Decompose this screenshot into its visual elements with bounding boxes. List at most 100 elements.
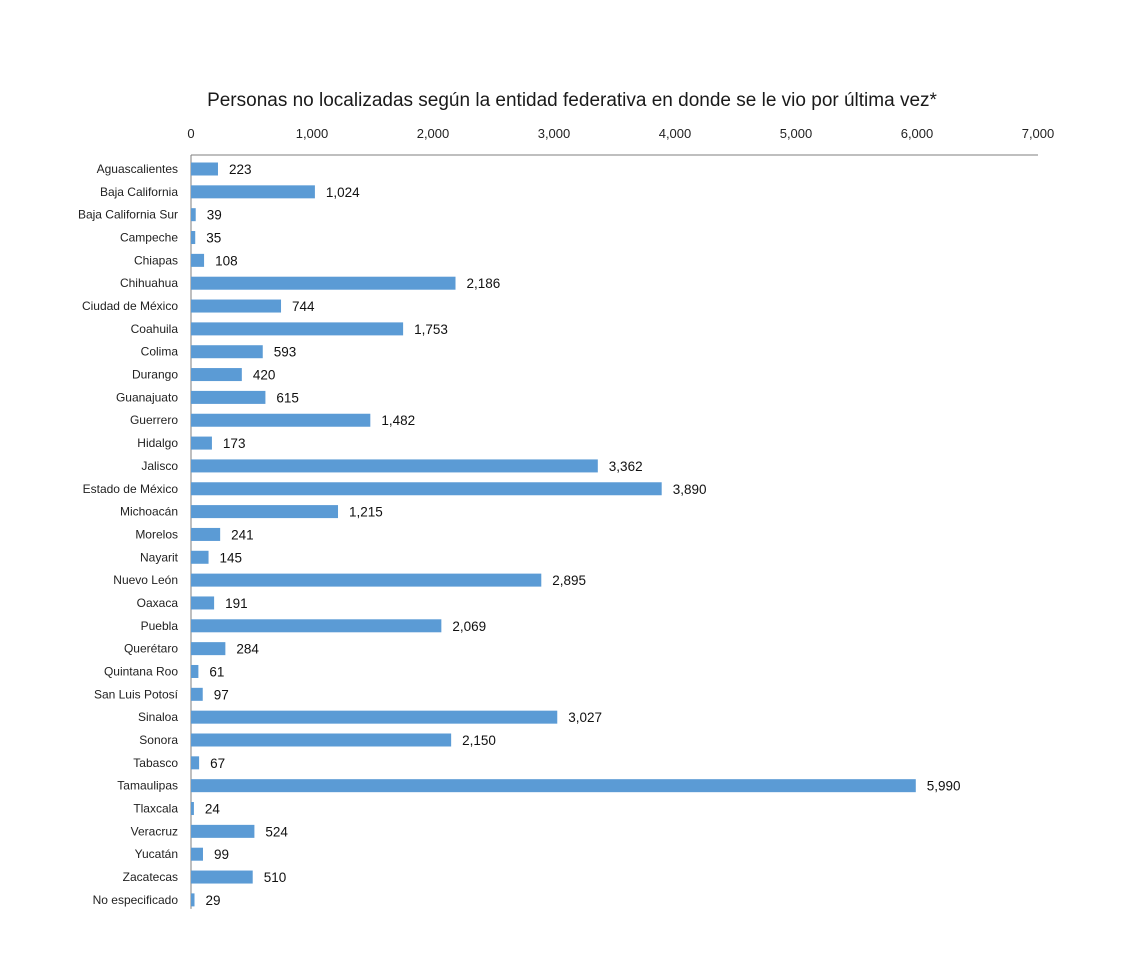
data-label: 2,186 [467,276,501,291]
data-label: 284 [236,642,259,657]
bar [191,505,339,519]
data-label: 39 [207,208,222,223]
data-label: 1,482 [381,413,415,428]
data-label: 97 [214,687,229,702]
bar [191,824,255,838]
bar [191,436,212,450]
category-label: Nuevo León [113,573,178,587]
x-tick-label: 5,000 [780,126,813,141]
bar [191,459,598,473]
category-label: Chiapas [134,253,178,267]
category-label: Ciudad de México [82,299,178,313]
category-label: Baja California [100,185,178,199]
x-tick-label: 1,000 [296,126,329,141]
data-label: 108 [215,253,238,268]
data-label: 593 [274,345,297,360]
bar [191,733,452,747]
bar [191,527,221,541]
category-label: Tabasco [133,756,178,770]
category-label: Zacatecas [123,870,178,884]
bar [191,162,218,176]
category-label: Estado de México [83,482,179,496]
bar [191,299,282,313]
data-label: 145 [220,550,243,565]
bar [191,345,263,359]
bar [191,368,242,382]
bar [191,208,196,222]
category-label: Jalisco [141,459,178,473]
category-label: Michoacán [120,505,178,519]
bar [191,802,194,816]
data-label: 67 [210,756,225,771]
data-label: 1,215 [349,505,383,520]
bar [191,664,199,678]
bar [191,779,916,793]
category-label: No especificado [93,893,179,907]
bar [191,185,315,199]
bar [191,573,542,587]
category-labels: Aguascalientes Baja California Baja Califo… [78,162,179,907]
data-label: 5,990 [927,779,961,794]
category-label: Morelos [135,527,178,541]
category-label: Puebla [141,619,179,633]
bar [191,322,404,336]
data-label: 744 [292,299,315,314]
bars [191,162,916,907]
category-label: Guanajuato [116,390,178,404]
category-label: Chihuahua [120,276,178,290]
bar [191,482,662,496]
category-label: Colima [141,345,179,359]
data-label: 223 [229,162,252,177]
data-label: 24 [205,802,221,817]
category-label: Campeche [120,231,178,245]
data-label: 1,024 [326,185,360,200]
category-label: Yucatán [135,847,178,861]
x-tick-label: 7,000 [1022,126,1055,141]
category-label: Sonora [139,733,178,747]
bar [191,231,196,245]
data-label: 3,890 [673,482,707,497]
category-label: Hidalgo [137,436,178,450]
category-label: Veracruz [131,824,178,838]
category-label: Tlaxcala [133,802,178,816]
bar [191,413,371,427]
bar [191,847,203,861]
category-label: Coahuila [131,322,179,336]
category-label: Durango [132,368,178,382]
data-label: 1,753 [414,322,448,337]
x-tick-label: 2,000 [417,126,450,141]
bar [191,253,205,267]
data-label: 29 [206,893,221,908]
bar [191,596,215,610]
data-label: 420 [253,368,276,383]
data-label: 173 [223,436,246,451]
data-label: 510 [264,870,287,885]
bar [191,870,253,884]
data-label: 3,362 [609,459,643,474]
x-tick-label: 4,000 [659,126,692,141]
bar [191,687,203,701]
data-label: 61 [209,664,224,679]
bar [191,550,209,564]
bar [191,710,558,724]
category-label: Tamaulipas [117,779,178,793]
data-label: 3,027 [568,710,602,725]
category-label: Nayarit [140,550,179,564]
category-label: Querétaro [124,642,178,656]
x-tick-label: 3,000 [538,126,571,141]
data-label: 615 [276,390,299,405]
x-tick-label: 0 [187,126,194,141]
bar [191,756,200,770]
data-label: 241 [231,527,254,542]
bar [191,619,442,633]
bar [191,642,226,656]
data-label: 99 [214,847,229,862]
category-label: Aguascalientes [97,162,178,176]
category-label: Oaxaca [137,596,179,610]
data-label: 2,150 [462,733,496,748]
category-label: Quintana Roo [104,664,178,678]
bar [191,390,266,404]
data-label: 2,069 [452,619,486,634]
